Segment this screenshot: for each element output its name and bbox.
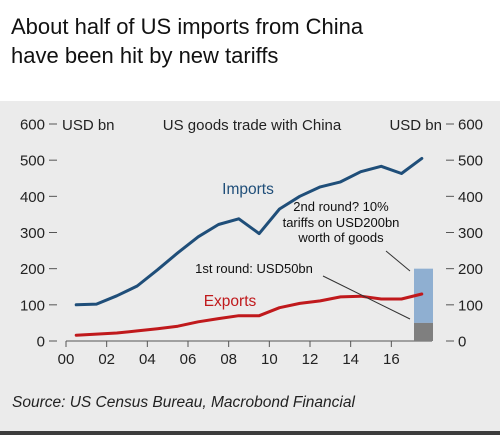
labels-group: USD bn US goods trade with China USD bn Imp… [62, 117, 442, 320]
y-tick-label-left: 300 [20, 225, 45, 242]
annotation-second-round-line: worth of goods [297, 230, 384, 245]
tariff-bars-group [414, 268, 433, 341]
annotation-first-round: 1st round: USD50bn [195, 261, 313, 276]
y-tick-label-left: 400 [20, 189, 45, 206]
annotation-second-round-line: 2nd round? 10% [293, 199, 389, 214]
y-tick-label-left: 500 [20, 153, 45, 170]
x-tick-label: 04 [139, 351, 156, 368]
title-line-2: have been hit by new tariffs [11, 43, 279, 68]
right-unit-label: USD bn [389, 117, 442, 134]
y-tick-label-right: 300 [458, 225, 483, 242]
annotation-arrow-second-round [385, 250, 411, 272]
x-tick-label: 16 [383, 351, 400, 368]
x-tick-label: 12 [302, 351, 319, 368]
x-tick-label: 06 [180, 351, 197, 368]
y-tick-label-left: 200 [20, 261, 45, 278]
y-tick-label-right: 200 [458, 261, 483, 278]
x-tick-label: 02 [98, 351, 115, 368]
left-unit-label: USD bn [62, 117, 115, 134]
y-tick-label-right: 500 [458, 153, 483, 170]
chart-panel [0, 101, 500, 431]
x-tick-label: 08 [220, 351, 237, 368]
y-tick-label-left: 600 [20, 117, 45, 134]
chart-title: About half of US imports from China have… [11, 12, 491, 70]
series-line-imports [74, 156, 424, 307]
tariff-bar-first-round [414, 322, 433, 341]
x-tick-label: 14 [342, 351, 359, 368]
tariff-bar-second-round [414, 268, 433, 323]
source-note: Source: US Census Bureau, Macrobond Fina… [12, 394, 355, 411]
annotation-arrow-first-round [322, 275, 411, 320]
bottom-rule [0, 431, 500, 435]
series-label-imports: Imports [222, 181, 274, 198]
annotation-second-round-line: tariffs on USD200bn [283, 215, 400, 230]
y-tick-label-right: 600 [458, 117, 483, 134]
series-label-exports: Exports [204, 293, 257, 310]
y-tick-label-right: 400 [458, 189, 483, 206]
x-tick-label: 00 [58, 351, 75, 368]
chart-subtitle: US goods trade with China [163, 117, 342, 134]
y-tick-label-right: 100 [458, 297, 483, 314]
x-tick-label: 10 [261, 351, 278, 368]
title-line-1: About half of US imports from China [11, 14, 364, 39]
y-tick-label-right: 0 [458, 334, 466, 351]
y-tick-label-left: 100 [20, 297, 45, 314]
y-tick-label-left: 0 [37, 334, 45, 351]
